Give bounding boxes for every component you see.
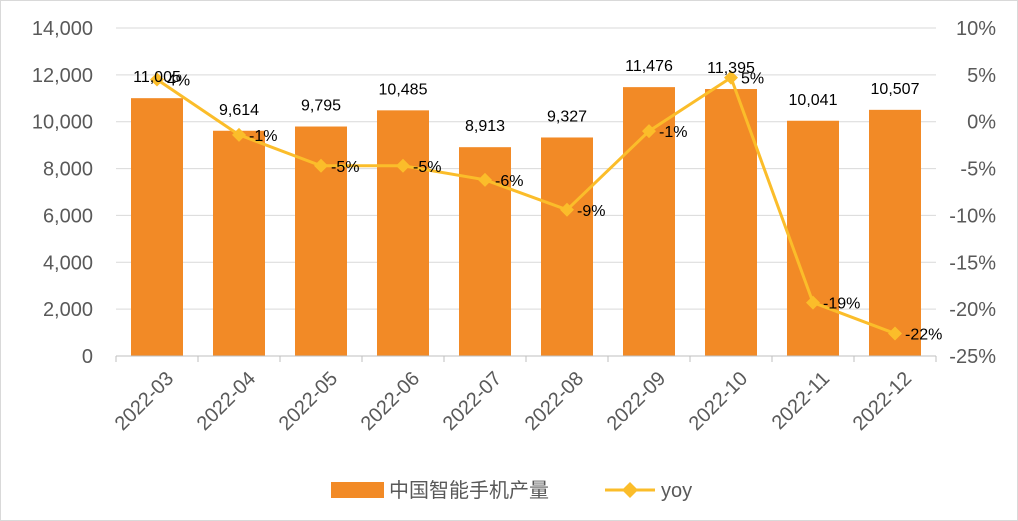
bar-data-label: 9,614 [219, 102, 259, 119]
legend: 中国智能手机产量 yoy [331, 479, 692, 502]
x-axis: 2022-03 2022-04 2022-05 2022-06 2022-07 2022-… [111, 355, 937, 435]
bar-data-label: 10,485 [379, 81, 428, 98]
yoy-point [232, 127, 246, 142]
bar [869, 109, 921, 356]
x-tick-label: 2022-08 [521, 368, 588, 435]
bar [705, 89, 757, 356]
legend-line-label: yoy [661, 480, 692, 502]
x-tick-label: 2022-11 [768, 368, 834, 434]
bar-data-label: 10,041 [789, 92, 838, 109]
legend-bar-label: 中国智能手机产量 [389, 479, 549, 502]
right-tick-label: -5% [960, 159, 996, 181]
bar [377, 110, 429, 356]
yoy-point [478, 172, 492, 187]
bar-data-label: 10,507 [871, 81, 920, 98]
left-tick-label: 4,000 [43, 252, 93, 274]
yoy-data-label: -19% [823, 296, 860, 313]
right-tick-label: -25% [949, 346, 996, 368]
right-tick-label: 10% [956, 18, 996, 40]
left-tick-label: 2,000 [43, 299, 93, 321]
x-tick-label: 2022-05 [275, 368, 342, 435]
bar-data-label: 9,327 [547, 108, 587, 125]
left-tick-label: 10,000 [32, 112, 93, 134]
yoy-point [642, 124, 656, 139]
left-tick-label: 6,000 [43, 205, 93, 227]
line-data-labels: 4% -1% -5% -5% -6% -9% -1% 5% -19% -22% [167, 71, 942, 344]
x-tick-label: 2022-06 [357, 368, 424, 435]
yoy-data-label: -1% [249, 128, 277, 145]
x-tick-label: 2022-07 [439, 368, 506, 435]
yoy-data-label: -5% [413, 159, 441, 176]
left-tick-label: 14,000 [32, 18, 93, 40]
yoy-data-label: 4% [167, 73, 190, 90]
yoy-point [150, 72, 164, 87]
x-tick-label: 2022-03 [111, 368, 178, 435]
bar-data-label: 11,395 [707, 60, 755, 77]
bar-data-labels: 11,005 9,614 9,795 10,485 8,913 9,327 11,476 11… [133, 58, 919, 135]
right-tick-label: -10% [949, 205, 996, 227]
yoy-data-label: -1% [659, 124, 687, 141]
bar [787, 120, 839, 356]
yoy-point [560, 202, 574, 217]
right-y-axis: -25% -20% -15% -10% -5% 0% 5% 10% [949, 18, 996, 368]
yoy-point [724, 70, 738, 85]
yoy-data-label: -9% [577, 203, 605, 220]
x-tick-label: 2022-09 [603, 368, 670, 435]
left-y-axis: 0 2,000 4,000 6,000 8,000 10,000 12,000 14,000 [32, 18, 93, 368]
yoy-data-label: -5% [331, 159, 359, 176]
yoy-data-label: 5% [741, 71, 764, 88]
left-tick-label: 8,000 [43, 159, 93, 181]
left-tick-label: 12,000 [32, 65, 93, 87]
yoy-point [314, 158, 328, 173]
yoy-data-label: -22% [905, 327, 942, 344]
yoy-line [156, 75, 896, 335]
right-tick-label: 0% [967, 112, 996, 134]
left-tick-label: 0 [82, 346, 93, 368]
bar-series [131, 87, 921, 356]
legend-bar-swatch [331, 482, 384, 498]
bar-data-label: 9,795 [301, 98, 341, 115]
x-tick-label: 2022-10 [685, 368, 752, 435]
line-series [150, 70, 902, 341]
bar-data-label: 11,476 [625, 58, 673, 75]
yoy-point [806, 295, 820, 310]
bar [131, 98, 183, 356]
x-tick-label: 2022-04 [193, 368, 260, 435]
bar [213, 130, 265, 356]
bar [541, 137, 593, 356]
yoy-point [396, 158, 410, 173]
right-tick-label: -20% [949, 299, 996, 321]
right-tick-label: -15% [949, 252, 996, 274]
legend-line-marker [622, 482, 638, 498]
bar-data-label: 8,913 [465, 118, 505, 135]
x-tick-label: 2022-12 [849, 368, 916, 435]
yoy-point [888, 326, 902, 341]
yoy-data-label: -6% [495, 173, 523, 190]
right-tick-label: 5% [967, 65, 996, 87]
bar-data-label: 11,005 [133, 69, 181, 86]
